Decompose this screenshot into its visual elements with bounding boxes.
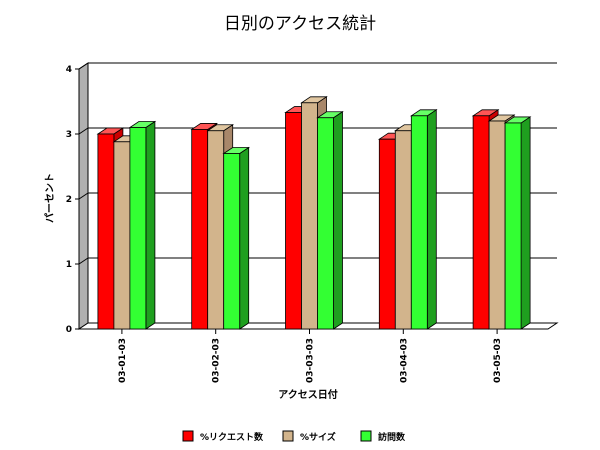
bar-front (285, 112, 302, 330)
x-tick-label: 03-01-03 (118, 338, 128, 383)
bar-front (223, 153, 241, 330)
bar-front (378, 138, 396, 330)
y-axis-label: パーセント (44, 173, 56, 223)
legend-swatch (360, 430, 372, 442)
x-tick-label: 03-04-03 (399, 338, 409, 383)
grid-line-diag (78, 62, 89, 70)
bar-front (129, 127, 147, 330)
legend-item: %リクエスト数 (182, 430, 264, 443)
bars (96, 96, 532, 330)
bar (503, 116, 532, 330)
bar-front (472, 115, 490, 330)
legend-swatch (182, 430, 194, 442)
grid-line-diag (78, 127, 89, 135)
bar-front (301, 102, 318, 330)
bar (128, 120, 157, 330)
bar-front (410, 115, 428, 330)
legend: %リクエスト数 %サイズ 訪問数 (182, 430, 406, 443)
y-axis-ticks: 0 1 2 3 4 (66, 65, 80, 335)
y-tick-label: 3 (66, 130, 72, 140)
legend-item: 訪問数 (360, 430, 406, 443)
bar-front (113, 141, 131, 330)
legend-label: 訪問数 (378, 431, 406, 443)
bar (409, 109, 438, 330)
x-tick-label: 03-05-03 (493, 338, 503, 383)
x-axis-label: アクセス日付 (278, 388, 338, 401)
bar (222, 146, 251, 330)
bar-side (333, 111, 343, 330)
bar-front (394, 130, 412, 330)
bar-front (317, 117, 334, 330)
x-axis-ticks: 03-01-03 03-02-03 03-03-03 03-04-03 03-05-03 (118, 329, 503, 383)
y-tick-label: 4 (66, 65, 72, 75)
y-tick-label: 0 (66, 325, 72, 335)
grid-line-diag (78, 192, 89, 200)
y-tick-label: 2 (66, 195, 72, 205)
grid-line-diag (78, 257, 89, 265)
legend-label: %リクエスト数 (200, 431, 264, 443)
bar-side (426, 109, 437, 330)
bar-front (97, 133, 115, 330)
bar-side (520, 116, 531, 330)
bar-side (239, 146, 250, 330)
x-tick-label: 03-02-03 (212, 338, 222, 383)
y-tick-label: 1 (66, 260, 72, 270)
bar-front (191, 129, 209, 330)
bar-front (504, 122, 522, 330)
bar-side (145, 120, 156, 330)
bar-front (488, 120, 506, 330)
bar-front (207, 130, 225, 330)
chart-title: 日別のアクセス統計 (224, 14, 376, 34)
bar (316, 111, 344, 330)
legend-label: %サイズ (300, 431, 336, 443)
legend-swatch (282, 430, 294, 442)
legend-item: %サイズ (282, 430, 336, 443)
x-tick-label: 03-03-03 (306, 338, 316, 383)
